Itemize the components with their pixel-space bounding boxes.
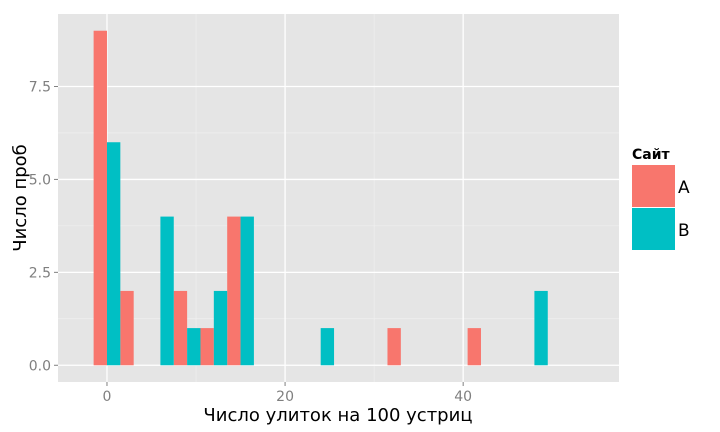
bar-b-0 (106, 142, 121, 366)
x-tick-label: 0 (103, 389, 112, 405)
grid-lines (58, 14, 619, 382)
legend: AB (631, 164, 690, 251)
bar-a-15 (227, 216, 241, 366)
x-axis-title: Число улиток на 100 устриц (203, 405, 472, 426)
y-tick-label: 0.0 (29, 358, 51, 374)
bar-b-48 (534, 290, 548, 366)
bar-b-12 (213, 290, 228, 366)
y-tick-label: 7.5 (29, 79, 51, 95)
bar-a-33 (387, 328, 401, 366)
bar-a-12 (200, 328, 214, 366)
bar-a-0 (93, 30, 107, 366)
x-tick-label: 40 (454, 389, 472, 405)
legend-swatch-b (632, 208, 675, 250)
bar-a-9 (173, 290, 188, 366)
bar-b-15 (240, 216, 254, 366)
legend-label-b: B (678, 221, 690, 241)
bar-b-6 (160, 216, 174, 366)
plot-panel (58, 14, 619, 382)
bar-a-3 (120, 290, 134, 366)
y-tick-label: 2.5 (29, 265, 51, 281)
y-axis-title: Число проб (10, 144, 31, 251)
axis-ticks: 0 20 40 0.0 2.5 5.0 7.5 (29, 79, 472, 405)
x-tick-label: 20 (276, 389, 294, 405)
y-tick-label: 5.0 (29, 172, 51, 188)
bar-b-9 (187, 328, 201, 366)
bar-a-42 (467, 328, 481, 366)
legend-title: Сайт (632, 147, 671, 163)
bar-b-24 (320, 328, 335, 366)
legend-swatch-a (632, 165, 675, 207)
legend-label-a: A (678, 178, 690, 198)
bars (93, 30, 548, 366)
